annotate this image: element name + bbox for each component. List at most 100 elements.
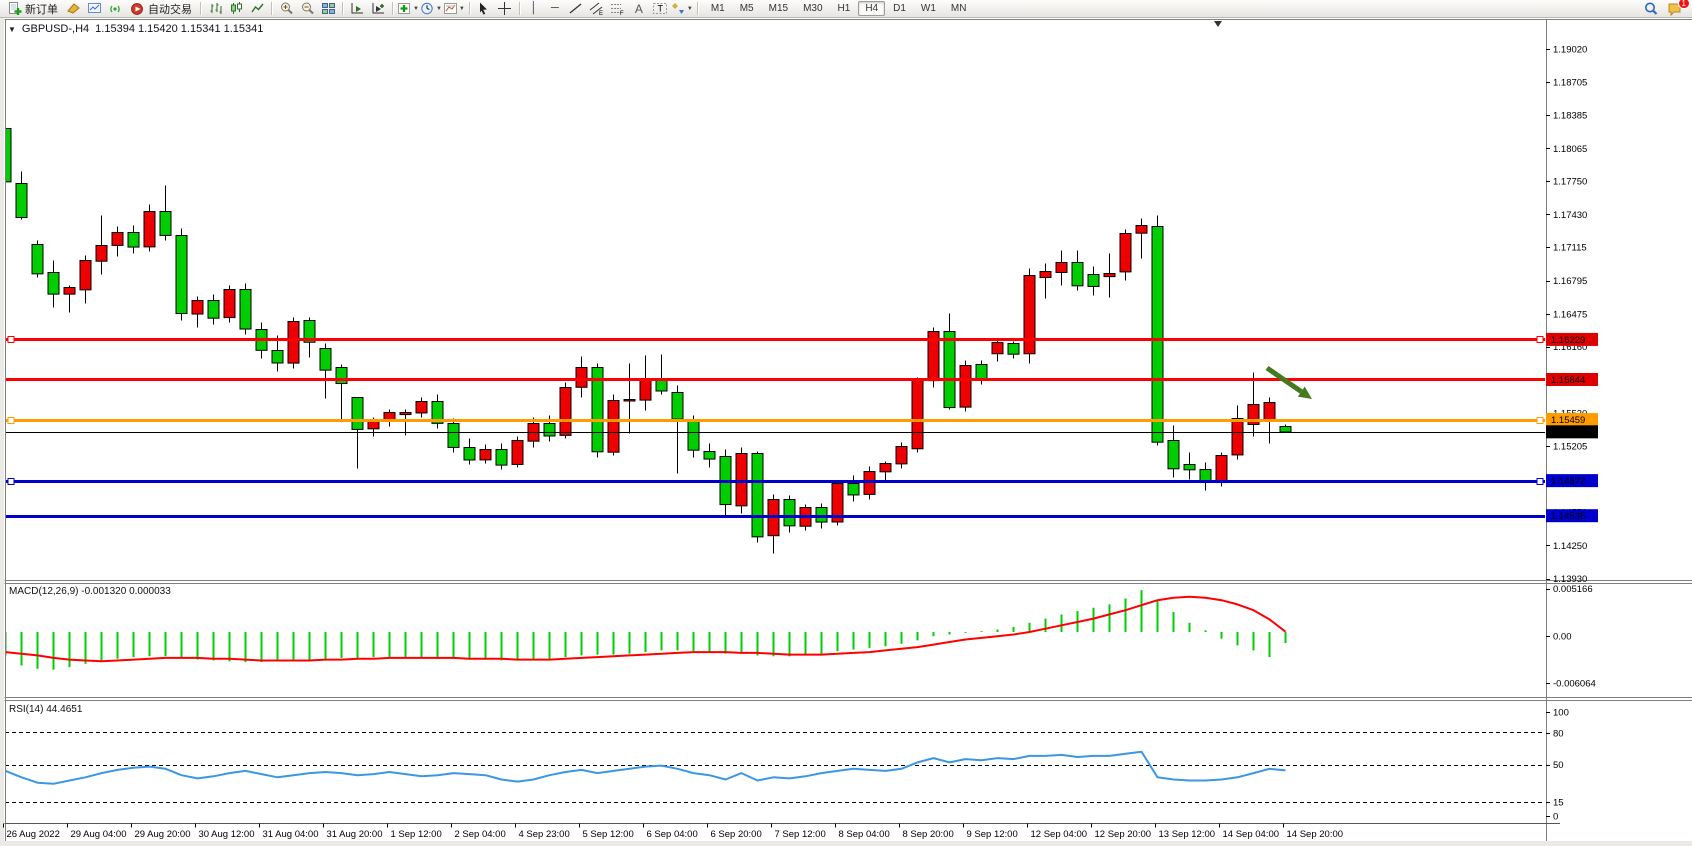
auto-trading-button[interactable]: 自动交易 xyxy=(126,1,196,17)
candle-body xyxy=(975,364,988,380)
timeframe-h1[interactable]: H1 xyxy=(837,3,851,14)
periods-button[interactable]: ▼ xyxy=(420,1,442,17)
toolbar: 新订单 自动交易 xyxy=(0,0,1692,18)
bar-chart-mode-button[interactable] xyxy=(205,1,225,17)
price-badge-label: 1.16229 xyxy=(1551,335,1585,346)
macd-axis-label: 0.00 xyxy=(1553,632,1572,643)
trendline-tool-button[interactable] xyxy=(566,1,586,17)
hline-anchor xyxy=(1536,478,1544,485)
shapes-tool-button[interactable]: ▼ xyxy=(671,1,693,17)
candle-chart-mode-button[interactable] xyxy=(226,1,246,17)
svg-text:F: F xyxy=(620,11,624,16)
price-tick-label: 1.17430 xyxy=(1553,210,1587,221)
timeframe-m30[interactable]: M30 xyxy=(803,3,823,14)
market-watch-button[interactable] xyxy=(84,1,104,17)
candle-body xyxy=(943,331,956,409)
vline-tool-button[interactable]: │ xyxy=(524,1,544,17)
timeframe-m1[interactable]: M1 xyxy=(710,3,725,14)
price-badge xyxy=(1546,509,1598,523)
candle-body xyxy=(111,232,124,246)
tile-windows-button[interactable] xyxy=(318,1,338,17)
timeframe-h4[interactable]: H4 xyxy=(858,1,886,16)
new-order-button[interactable]: 新订单 xyxy=(3,1,62,17)
text-tool-button[interactable]: A xyxy=(629,1,649,17)
candle-body xyxy=(783,499,796,527)
candle-body xyxy=(1151,226,1164,443)
signal-icon xyxy=(109,5,120,13)
time-tick-label: 4 Sep 23:00 xyxy=(519,829,570,840)
chart-frame xyxy=(4,19,1692,841)
macd-axis-label: -0.006064 xyxy=(1553,679,1596,690)
candle-body xyxy=(1119,233,1132,273)
time-tick-label: 8 Sep 20:00 xyxy=(903,829,954,840)
candle-body xyxy=(911,380,924,450)
candle-body xyxy=(1023,275,1036,355)
hline-anchor xyxy=(1536,417,1544,424)
cursor-icon xyxy=(480,2,488,15)
auto-scroll-button[interactable] xyxy=(347,1,367,17)
notifications-button[interactable]: 1 xyxy=(1665,0,1690,17)
time-tick-label: 14 Sep 20:00 xyxy=(1287,829,1344,840)
channel-tool-button[interactable]: E xyxy=(587,1,607,17)
text-label-icon: T xyxy=(652,3,667,14)
candle-body xyxy=(207,300,220,319)
indicators-button[interactable]: ▼ xyxy=(397,1,419,17)
price-tick-label: 1.15205 xyxy=(1553,441,1587,452)
price-tick-label: 1.17115 xyxy=(1553,243,1587,254)
equidistant-channel-icon: E xyxy=(590,2,603,16)
timeframe-mn[interactable]: MN xyxy=(950,3,967,14)
shift-marker-icon xyxy=(1214,21,1222,27)
candle-body xyxy=(831,483,844,523)
toolbar-separator xyxy=(468,2,470,15)
chart-shift-button[interactable] xyxy=(368,1,388,17)
time-tick-label: 8 Sep 04:00 xyxy=(839,829,890,840)
candle-body xyxy=(1055,262,1068,273)
line-chart-mode-button[interactable] xyxy=(247,1,267,17)
candle-body xyxy=(319,348,332,371)
candle-body xyxy=(1183,464,1196,471)
profile-button[interactable] xyxy=(63,1,83,17)
toolbar-separator xyxy=(392,2,393,15)
vline-icon: │ xyxy=(530,2,538,14)
rsi-axis-label: 0 xyxy=(1553,812,1558,823)
hline-anchor xyxy=(7,417,15,424)
ohlc-readout: 1.15394 1.15420 1.15341 1.15341 xyxy=(95,23,264,35)
timeframe-m5[interactable]: M5 xyxy=(739,3,754,14)
candle-body xyxy=(399,412,412,416)
text-label-tool-button[interactable]: T xyxy=(650,1,670,17)
timeframe-m15[interactable]: M15 xyxy=(768,3,789,14)
toolbar-right: 1 xyxy=(1641,0,1690,17)
timeframe-bar: M1 M5 M15 M30 H1 H4 D1 W1 MN xyxy=(704,1,974,16)
hline-tool-button[interactable]: ─ xyxy=(545,1,565,17)
trendline-icon xyxy=(569,3,582,14)
symbol-collapse-icon[interactable]: ▼ xyxy=(8,24,16,34)
candle-body xyxy=(703,451,716,460)
time-tick-label: 31 Aug 20:00 xyxy=(327,829,383,840)
price-tick-label: 1.18705 xyxy=(1553,77,1587,88)
zoom-in-button[interactable] xyxy=(276,1,296,17)
time-tick-label: 6 Sep 20:00 xyxy=(711,829,762,840)
auto-trading-icon xyxy=(131,3,143,15)
zoom-out-button[interactable] xyxy=(297,1,317,17)
fibonacci-tool-button[interactable]: F xyxy=(608,1,628,17)
cursor-tool-button[interactable] xyxy=(474,1,494,17)
candle-body xyxy=(639,379,652,401)
candle-body xyxy=(559,387,572,436)
signal-button[interactable] xyxy=(105,1,125,17)
candle-body xyxy=(1135,225,1148,234)
price-badge xyxy=(1546,413,1598,427)
hline-anchor xyxy=(1536,336,1544,343)
candle-body xyxy=(959,365,972,408)
hline-objects-layer xyxy=(5,336,1545,518)
symbol-period-label: GBPUSD-,H4 xyxy=(21,23,90,35)
crosshair-tool-button[interactable] xyxy=(495,1,515,17)
auto-scroll-icon xyxy=(351,3,363,14)
candles-layer xyxy=(5,103,1292,554)
timeframe-d1[interactable]: D1 xyxy=(893,3,906,14)
search-button[interactable] xyxy=(1641,1,1661,17)
templates-button[interactable]: ▼ xyxy=(443,1,465,17)
new-order-icon xyxy=(9,2,22,15)
time-tick-label: 13 Sep 12:00 xyxy=(1159,829,1216,840)
timeframe-w1[interactable]: W1 xyxy=(920,3,936,14)
